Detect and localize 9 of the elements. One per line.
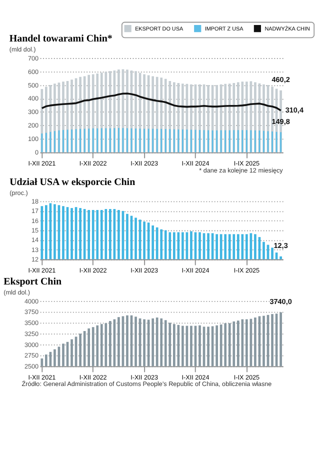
data-label: 310,4 (285, 105, 304, 114)
chart-title: Handel towarami Chin* (9, 34, 112, 45)
chart-title: Eksport Chin (4, 276, 62, 288)
data-label: 12,3 (274, 241, 288, 250)
data-label: 149,8 (272, 116, 290, 126)
data-label: 3740,0 (270, 297, 292, 306)
chart-title: Udział USA w eksporcie Chin (10, 176, 136, 188)
data-label: 460,2 (272, 75, 290, 84)
line-series (41, 92, 282, 112)
